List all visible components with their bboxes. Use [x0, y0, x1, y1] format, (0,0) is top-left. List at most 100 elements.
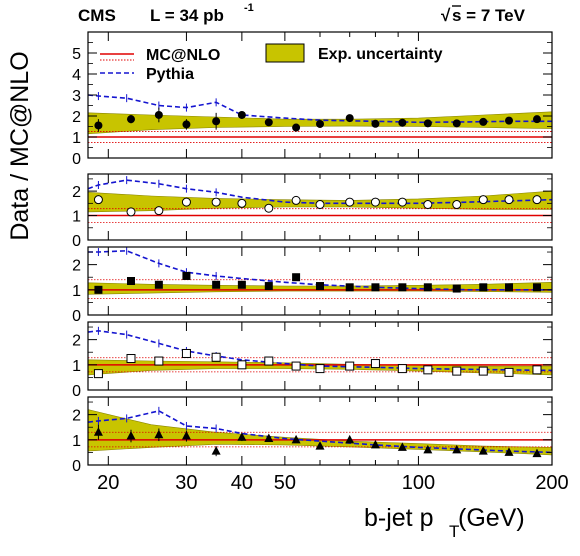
y-tick-label: 0 — [72, 308, 81, 325]
data-point — [504, 447, 514, 456]
x-axis-title-unit: (GeV) — [458, 504, 525, 532]
data-point — [237, 432, 247, 441]
data-point — [212, 117, 221, 126]
data-point — [211, 352, 221, 362]
data-point — [181, 348, 191, 358]
data-point — [181, 431, 191, 440]
data-point — [264, 433, 274, 443]
data-point — [345, 114, 354, 123]
y-tick-label: 2 — [72, 333, 81, 350]
y-tick-label: 4 — [72, 67, 81, 84]
data-point — [423, 444, 433, 454]
data-point — [154, 356, 164, 366]
x-tick-label: 50 — [274, 472, 296, 494]
panel-plot-area — [88, 247, 552, 300]
data-point — [452, 284, 461, 293]
data-point — [423, 200, 433, 210]
data-point — [370, 197, 380, 207]
data-point — [182, 120, 191, 129]
x-tick-label: 200 — [535, 472, 568, 494]
y-tick-label: 1 — [72, 358, 81, 375]
data-point — [181, 197, 191, 207]
data-point — [505, 116, 514, 125]
data-point — [370, 359, 380, 369]
x-tick-label: 40 — [231, 472, 253, 494]
legend: MC@NLO Pythia Exp. uncertainty — [100, 43, 443, 83]
data-point — [371, 119, 380, 128]
x-tick-label: 30 — [175, 472, 197, 494]
y-tick-label: 1 — [72, 283, 81, 300]
data-point — [264, 282, 273, 291]
legend-mc-label: MC@NLO — [146, 47, 220, 64]
energy-sqrt: √ — [441, 6, 451, 25]
data-point — [126, 207, 136, 217]
data-point — [211, 197, 221, 207]
data-point — [532, 283, 541, 292]
data-point — [478, 366, 488, 376]
x-tick-labels: 20 30 40 50 100 200 — [97, 472, 569, 494]
y-tick-label: 2 — [72, 258, 81, 275]
panel-plot-area — [88, 326, 552, 379]
data-point — [345, 434, 355, 444]
data-point — [315, 441, 325, 450]
energy-label: s = 7 TeV — [452, 6, 526, 25]
data-point — [237, 360, 247, 370]
data-point — [291, 361, 301, 371]
data-point — [315, 364, 325, 374]
y-tick-label: 0 — [72, 458, 81, 475]
data-point — [479, 117, 488, 126]
data-point — [315, 200, 325, 210]
data-point — [93, 427, 103, 436]
legend-pythia-label: Pythia — [146, 66, 194, 83]
data-point — [292, 123, 301, 132]
data-point — [452, 200, 462, 210]
data-point — [370, 439, 380, 449]
data-point — [182, 271, 191, 280]
panel-plot-area — [88, 406, 552, 458]
data-point — [126, 354, 136, 364]
panel-4: 0 1 2 — [72, 321, 553, 400]
x-tick-label: 100 — [402, 472, 435, 494]
data-point — [345, 197, 355, 207]
panel-1: 0 1 2 3 4 5 — [72, 31, 553, 168]
y-tick-label: 5 — [72, 46, 81, 63]
y-tick-label: 2 — [72, 109, 81, 126]
data-point — [397, 442, 407, 451]
panel-2: 0 1 2 — [72, 173, 553, 250]
data-point — [264, 356, 274, 366]
data-point — [452, 444, 462, 454]
data-point — [264, 203, 274, 213]
y-tick-label: 2 — [72, 408, 81, 425]
data-point — [423, 119, 432, 128]
data-point — [345, 283, 354, 292]
data-point — [291, 195, 301, 205]
x-tick-label: 20 — [97, 472, 119, 494]
data-point — [126, 115, 135, 124]
y-tick-label: 0 — [72, 151, 81, 168]
data-point — [423, 365, 433, 375]
data-point — [479, 283, 488, 292]
data-point — [94, 121, 103, 130]
data-point — [154, 110, 163, 119]
data-point — [532, 115, 541, 124]
panel-5: 0 1 2 — [72, 396, 553, 475]
data-point — [93, 195, 103, 205]
y-tick-label: 0 — [72, 233, 81, 250]
x-axis-title-main: b-jet p — [364, 504, 433, 532]
data-point — [126, 277, 135, 285]
y-tick-label: 0 — [72, 383, 81, 400]
legend-uncertainty-label: Exp. uncertainty — [318, 46, 443, 63]
data-point — [504, 367, 514, 377]
data-point — [532, 448, 542, 458]
panel-frame — [87, 321, 553, 391]
data-point — [398, 283, 407, 292]
data-point — [316, 119, 324, 128]
data-point — [154, 280, 163, 289]
data-point — [478, 195, 488, 205]
data-point — [237, 280, 246, 289]
data-point — [237, 110, 246, 119]
data-point — [397, 197, 407, 207]
pythia-curve — [88, 179, 552, 205]
data-point — [505, 283, 514, 292]
